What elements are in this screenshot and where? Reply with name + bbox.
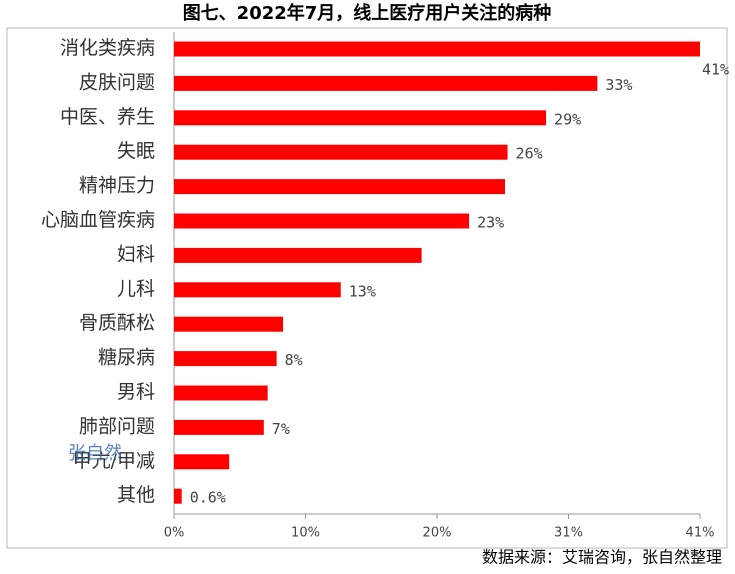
category-label: 心脑血管疾病 (41, 209, 155, 231)
value-label: 41% (702, 61, 729, 79)
bar (174, 351, 277, 367)
value-label: 7% (272, 420, 290, 438)
bar (174, 385, 268, 401)
category-label: 中医、养生 (60, 106, 155, 128)
x-tick-label: 41% (686, 526, 715, 541)
category-label: 失眠 (117, 140, 155, 162)
bar (174, 316, 284, 332)
bar (174, 144, 508, 160)
value-label: 0.6% (190, 489, 226, 507)
x-tick-label: 10% (291, 526, 320, 541)
chart-title: 图七、2022年7月，线上医疗用户关注的病种 (183, 2, 552, 24)
value-label: 8% (285, 351, 303, 369)
category-label: 糖尿病 (98, 347, 155, 369)
category-label: 精神压力 (79, 175, 155, 197)
category-label: 儿科 (117, 278, 155, 300)
value-label: 29% (554, 110, 581, 128)
category-label: 其他 (117, 484, 155, 506)
bar (174, 179, 505, 195)
category-label: 妇科 (117, 243, 155, 265)
x-tick-label: 20% (423, 526, 452, 541)
x-tick-label: 31% (554, 526, 583, 541)
bar (174, 454, 230, 470)
x-tick-label: 0% (164, 526, 185, 541)
category-label: 男科 (117, 381, 155, 403)
category-label: 骨质酥松 (79, 312, 155, 334)
value-label: 26% (516, 145, 543, 163)
category-label: 消化类疾病 (60, 37, 155, 59)
bar (174, 488, 182, 504)
category-label: 甲亢/甲减 (73, 450, 155, 472)
value-label: 13% (349, 282, 376, 300)
chart-border (6, 27, 728, 549)
source-note: 数据来源：艾瑞咨询，张自然整理 (482, 548, 722, 567)
watermark: 张自然 (68, 443, 122, 464)
bar (174, 213, 470, 229)
value-label: 23% (477, 214, 504, 232)
bar (174, 419, 264, 435)
bar (174, 110, 547, 126)
value-label: 33% (605, 76, 632, 94)
category-label: 肺部问题 (79, 415, 155, 437)
category-label: 皮肤问题 (79, 71, 155, 93)
bar (174, 75, 598, 91)
bar (174, 247, 422, 263)
bar (174, 282, 341, 298)
bar (174, 41, 700, 57)
